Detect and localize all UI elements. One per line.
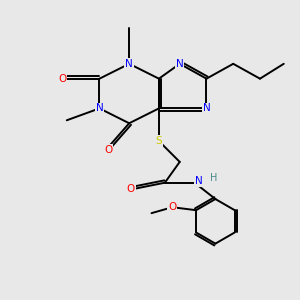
Text: H: H — [210, 173, 218, 183]
Text: N: N — [96, 103, 103, 113]
Text: O: O — [104, 145, 112, 155]
Text: S: S — [156, 136, 162, 146]
Text: O: O — [58, 74, 66, 84]
Text: N: N — [202, 103, 210, 113]
Text: O: O — [168, 202, 176, 212]
Text: O: O — [168, 202, 176, 212]
Text: O: O — [127, 184, 135, 194]
Text: N: N — [125, 59, 133, 69]
Text: N: N — [176, 59, 184, 69]
Text: N: N — [195, 176, 203, 186]
